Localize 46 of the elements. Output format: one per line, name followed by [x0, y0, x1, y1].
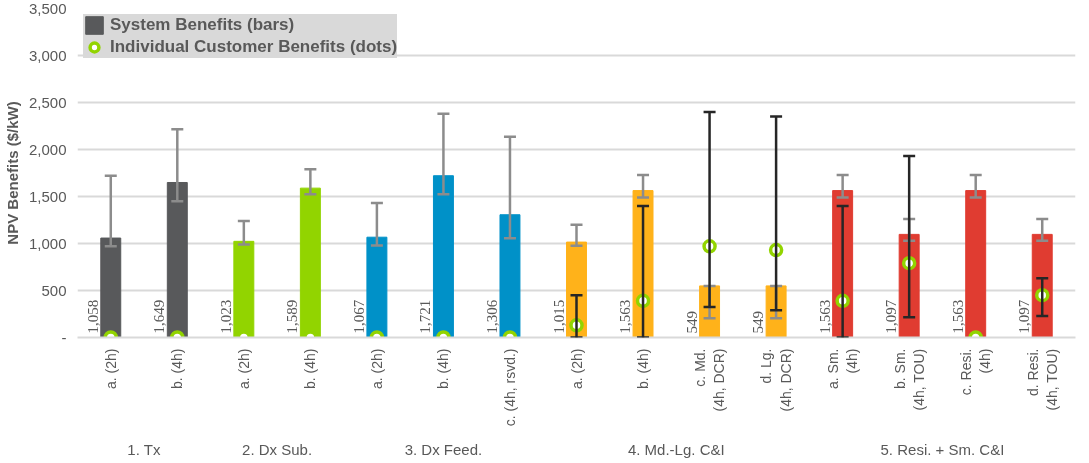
- x-tick-label: b. Sm. (4h, TOU): [891, 348, 927, 411]
- data-label: 1,058: [84, 299, 101, 334]
- data-label: 1,589: [284, 299, 301, 334]
- data-label: 1,721: [417, 299, 434, 334]
- text: 3. Dx Feed.: [404, 440, 483, 458]
- x-tick-label: a. (2h): [568, 348, 585, 389]
- y-tick-label: 3,500: [28, 0, 67, 17]
- text: 1. Tx: [127, 440, 161, 458]
- x-tick-label: b. (4h): [435, 348, 452, 389]
- y-tick-label: 1,000: [28, 234, 67, 252]
- text: 4. Md.-Lg. C&I: [627, 440, 725, 458]
- y-tick-label: 2,000: [28, 140, 67, 158]
- x-tick-label: b. (4h): [302, 348, 319, 389]
- x-tick-label: c. Resi. (4h): [958, 348, 994, 396]
- x-tick-label: a. (2h): [102, 348, 119, 389]
- y-tick-label: 1,500: [28, 187, 67, 205]
- y-tick-label: 3,000: [28, 46, 67, 64]
- data-label: 1,563: [816, 299, 833, 334]
- data-label: 1,649: [151, 299, 168, 334]
- x-tick-label: d. Lg. (4h, DCR): [758, 348, 794, 412]
- x-tick-label: b. (4h): [169, 348, 186, 389]
- y-axis-title: NPV Benefits ($/kW): [3, 101, 21, 245]
- x-tick-label: a. (2h): [368, 348, 385, 389]
- y-tick-label: 2,500: [28, 93, 67, 111]
- data-label: 1,015: [550, 299, 567, 334]
- x-tick-label: a. Sm. (4h): [825, 348, 861, 389]
- x-tick-label: c. (4h, rsvd.): [501, 348, 518, 427]
- y-tick-label: -: [61, 328, 67, 346]
- legend-label: Individual Customer Benefits (dots): [110, 37, 398, 57]
- x-tick-label: d. Resi. (4h, TOU): [1024, 348, 1060, 411]
- legend-label: System Benefits (bars): [110, 15, 295, 35]
- data-label: 1,563: [617, 299, 634, 334]
- text: 2. Dx Sub.: [242, 440, 313, 458]
- x-tick-label: b. (4h): [635, 348, 652, 389]
- x-tick-label: c. Md. (4h, DCR): [691, 348, 728, 412]
- data-label: 1,097: [1016, 299, 1033, 334]
- data-label: 1,306: [483, 299, 500, 334]
- data-label: 1,563: [949, 299, 966, 334]
- y-tick-label: 500: [41, 281, 67, 299]
- data-label: 549: [683, 311, 700, 334]
- data-label: 1,067: [350, 299, 367, 334]
- text: 5. Resi. + Sm. C&I: [880, 440, 1005, 458]
- x-tick-label: a. (2h): [235, 348, 252, 389]
- data-label: 549: [750, 311, 767, 334]
- data-label: 1,097: [883, 299, 900, 334]
- data-label: 1,023: [217, 299, 234, 334]
